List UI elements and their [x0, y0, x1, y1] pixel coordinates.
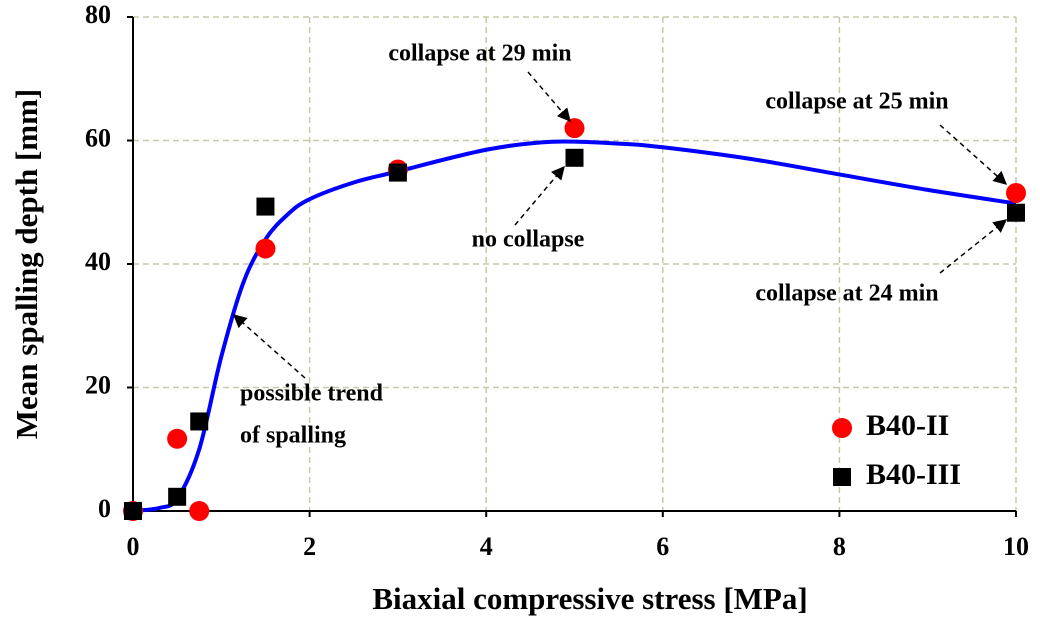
annotation-arrow [232, 314, 306, 379]
y-tick-label: 60 [85, 123, 111, 152]
trend-line [132, 139, 1017, 513]
annotation: no collapse [472, 227, 585, 253]
x-tick-label: 0 [127, 532, 140, 561]
plot [123, 118, 1026, 521]
legend-swatch [833, 468, 851, 486]
point [168, 487, 187, 506]
trend-label: of spalling [240, 423, 346, 449]
x-tick-label: 2 [303, 532, 316, 561]
point [189, 501, 210, 521]
x-tick-label: 8 [833, 532, 846, 561]
x-tick-label: 6 [656, 532, 669, 561]
point [1007, 203, 1025, 222]
point [190, 412, 209, 431]
legend-swatch [832, 418, 852, 438]
y-tick-label: 20 [85, 370, 111, 399]
y-tick-label: 40 [85, 247, 111, 276]
legend: B40-II B40-III [832, 409, 961, 491]
y-axis-title: Mean spalling depth [mm] [9, 89, 44, 440]
point [565, 148, 584, 167]
trend-label: possible trend [240, 381, 384, 407]
x-tick-label: 10 [1003, 532, 1029, 561]
legend-label: B40-III [866, 458, 961, 491]
x-tick-label: 4 [480, 532, 493, 561]
y-tick-label: 0 [98, 494, 111, 523]
annotation-arrow [514, 165, 565, 226]
point [564, 118, 585, 139]
annotation-arrow [939, 219, 1008, 274]
point [255, 238, 276, 259]
point [1006, 182, 1026, 203]
point [256, 197, 275, 216]
point [167, 428, 188, 449]
y-tick-label: 80 [85, 0, 111, 29]
x-axis-title: Biaxial compressive stress [MPa] [372, 581, 807, 616]
point [388, 163, 407, 182]
annotation-arrow [527, 71, 571, 123]
grid: 0 2 4 6 8 10 0 20 40 60 80 [85, 0, 1029, 561]
legend-label: B40-II [866, 409, 949, 442]
point [124, 502, 142, 520]
annotation-arrow [939, 124, 1008, 185]
annotation: collapse at 29 min [388, 41, 571, 67]
annotation: collapse at 24 min [755, 281, 938, 307]
annotation: collapse at 25 min [765, 89, 948, 115]
